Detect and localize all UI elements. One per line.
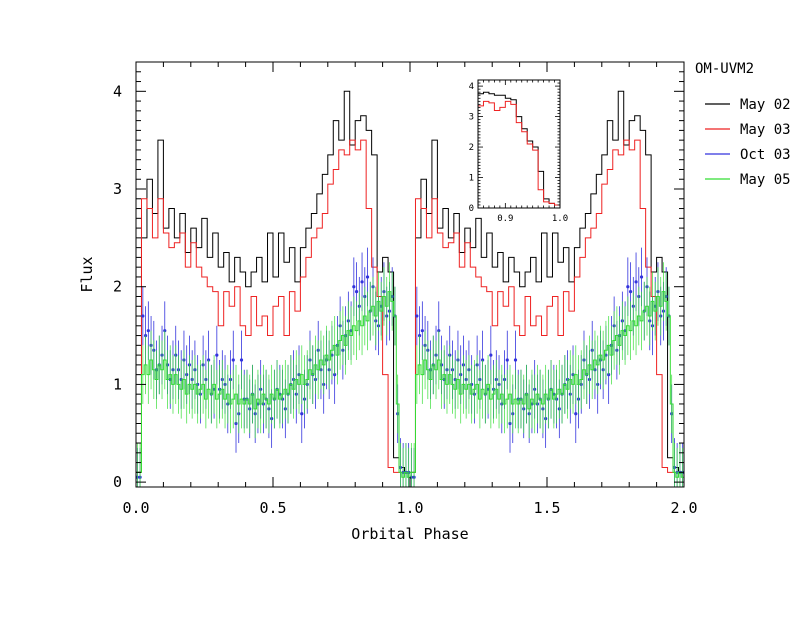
data-point-oct-03	[639, 275, 644, 279]
x-tick-label: 2.0	[670, 499, 697, 517]
data-point-oct-03	[634, 280, 638, 284]
inset-y-tick-label: 0	[469, 204, 474, 214]
data-point-oct-03	[626, 285, 630, 289]
data-point-oct-03	[231, 358, 235, 362]
series-may-05	[136, 262, 684, 487]
x-tick-label: 1.0	[396, 499, 423, 517]
data-point-oct-03	[628, 289, 633, 294]
series-may-03	[136, 139, 684, 473]
series-oct-03	[136, 247, 684, 487]
data-point-oct-03	[215, 353, 219, 357]
inset-plot: 0.9 1.0 0 1 2 3 4	[469, 79, 568, 224]
data-point-oct-03	[146, 329, 150, 333]
data-point-oct-03	[574, 412, 578, 416]
y-tick-label: 1	[113, 375, 122, 393]
inset-x-tick-label: 1.0	[552, 214, 568, 224]
x-tick-label: 0.0	[122, 499, 149, 517]
data-point-oct-03	[360, 280, 364, 284]
inset-y-tick-label: 4	[469, 82, 474, 92]
data-point-oct-03	[420, 329, 424, 333]
data-point-oct-03	[489, 353, 493, 357]
legend-label-may-05: May 05	[740, 172, 791, 188]
inset-x-tick-label: 0.9	[497, 214, 513, 224]
series-line-may-02	[136, 90, 684, 473]
inset-series-line-may-03	[478, 100, 560, 206]
data-point-oct-03	[239, 358, 244, 362]
legend-label-may-03: May 03	[740, 122, 791, 138]
data-point-oct-03	[354, 289, 359, 294]
data-point-oct-03	[141, 314, 145, 318]
inset-y-tick-label: 1	[469, 174, 474, 184]
y-tick-label: 4	[113, 82, 122, 100]
series-line-may-05	[136, 291, 684, 478]
data-point-oct-03	[513, 358, 518, 362]
y-tick-label: 2	[113, 278, 122, 296]
main-data-layer	[136, 90, 684, 487]
y-tick-label: 3	[113, 180, 122, 198]
inset-background	[478, 80, 560, 208]
y-tick-label: 0	[113, 473, 122, 491]
data-point-oct-03	[505, 358, 509, 362]
legend: OM-UVM2 May 02 May 03 Oct 03 May 05	[695, 61, 791, 188]
series-line-may-03	[136, 139, 684, 473]
legend-label-may-02: May 02	[740, 97, 791, 113]
x-axis-label: Orbital Phase	[351, 525, 468, 543]
y-axis-label: Flux	[78, 256, 96, 292]
data-point-oct-03	[415, 314, 419, 318]
axis-ticks	[135, 62, 685, 487]
inset-y-tick-label: 3	[469, 113, 474, 123]
x-tick-label: 0.5	[259, 499, 286, 517]
inset-data-layer	[478, 91, 560, 206]
data-point-oct-03	[352, 285, 356, 289]
legend-title: OM-UVM2	[695, 61, 754, 77]
inset-series-line-may-02	[478, 91, 560, 206]
legend-label-oct-03: Oct 03	[740, 147, 791, 163]
data-point-oct-03	[300, 412, 304, 416]
data-point-oct-03	[365, 275, 370, 279]
series-may-02	[136, 90, 684, 473]
main-plot: 0.0 0.5 1.0 1.5 2.0 0 1 2 3 4 Orbital Phase Flux	[78, 61, 698, 543]
inset-y-tick-label: 2	[469, 143, 474, 153]
plot-frame	[135, 61, 685, 488]
x-tick-label: 1.5	[533, 499, 560, 517]
